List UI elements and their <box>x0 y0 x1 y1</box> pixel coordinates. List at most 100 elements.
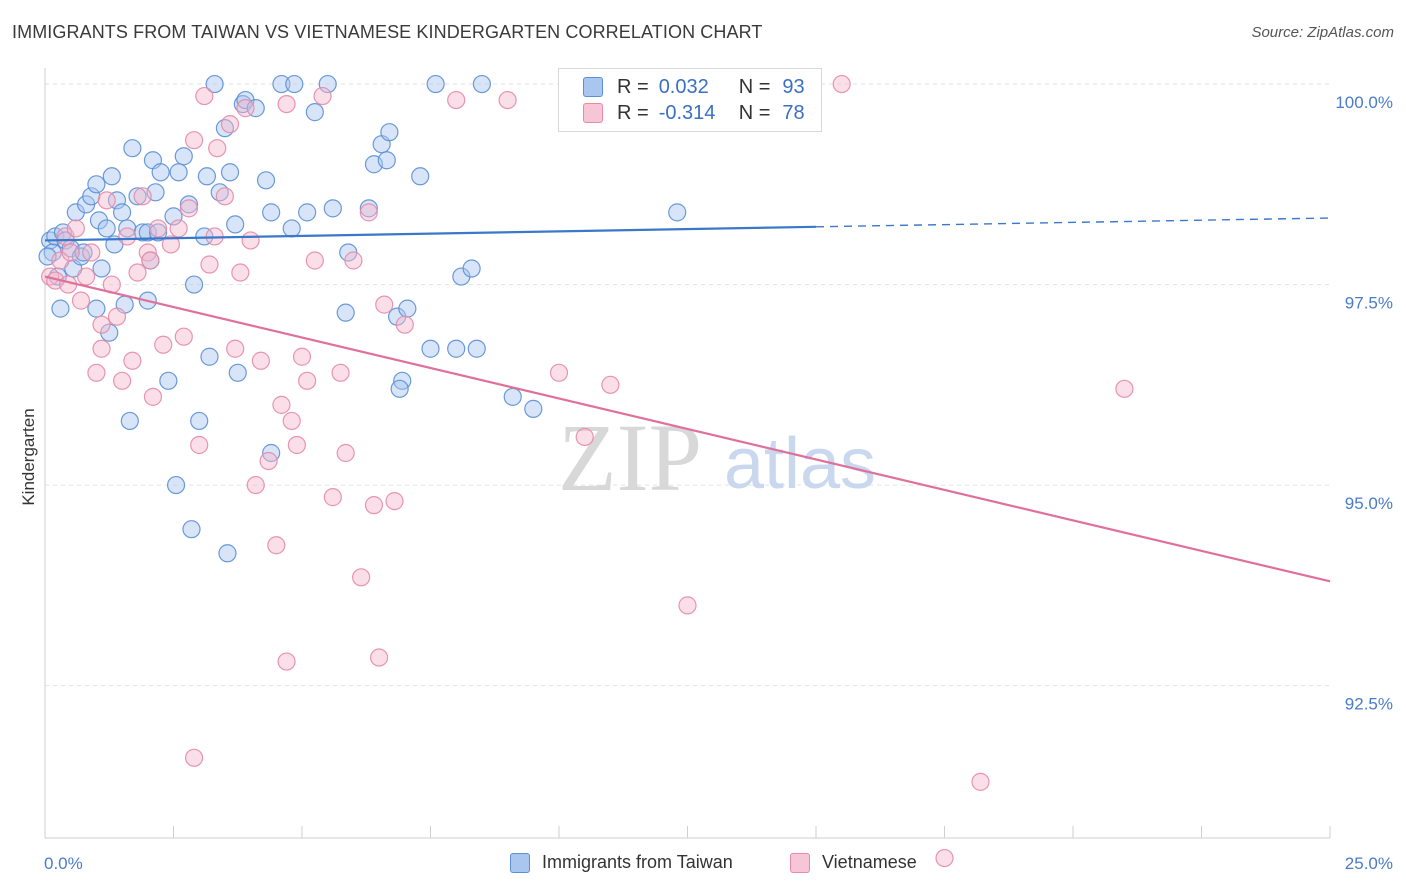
swatch-taiwan <box>583 77 603 97</box>
vietnamese-point <box>385 492 404 511</box>
vietnamese-point <box>498 90 517 110</box>
y-tick-label: 92.5% <box>1345 695 1393 714</box>
vietnamese-point <box>184 748 204 767</box>
vietnamese-point <box>161 235 181 254</box>
n-value: 93 <box>782 75 805 98</box>
x-tick-label: 0.0% <box>44 854 83 873</box>
vietnamese-point <box>174 327 193 346</box>
taiwan-point <box>87 299 106 318</box>
taiwan-point <box>272 74 291 94</box>
vietnamese-point <box>549 363 569 382</box>
taiwan-point <box>92 259 111 278</box>
taiwan-point <box>262 203 281 222</box>
taiwan-point <box>120 411 139 431</box>
legend-swatch-vietnamese <box>790 852 810 873</box>
taiwan-point <box>226 215 245 234</box>
watermark: ZIP atlas <box>558 404 876 511</box>
vietnamese-point <box>92 339 111 358</box>
vietnamese-point <box>282 411 301 431</box>
vietnamese-point <box>935 848 954 868</box>
vietnamese-point <box>287 435 306 455</box>
vietnamese-point <box>77 267 96 286</box>
vietnamese-point <box>200 255 219 274</box>
x-tick-label: 25.0% <box>1345 854 1393 873</box>
taiwan-point <box>220 163 240 182</box>
taiwan-point <box>164 207 183 226</box>
y-tick-label: 95.0% <box>1345 494 1393 513</box>
vietnamese-point <box>375 295 394 314</box>
vietnamese-point <box>241 231 260 250</box>
vietnamese-point <box>305 251 324 270</box>
vietnamese-point <box>1115 379 1134 398</box>
n-label: N = <box>738 75 771 98</box>
taiwan-point <box>102 167 121 186</box>
taiwan-point <box>87 175 106 194</box>
trend-lines <box>44 217 1331 583</box>
taiwan-point <box>148 223 168 242</box>
vietnamese-point <box>66 219 85 238</box>
vietnamese-point <box>246 475 265 495</box>
chart-title: IMMIGRANTS FROM TAIWAN VS VIETNAMESE KIN… <box>12 22 763 42</box>
trend-line-vietnamese <box>44 275 1331 583</box>
vietnamese-point <box>97 191 116 210</box>
watermark-atlas: atlas <box>724 424 876 504</box>
vietnamese-point <box>154 335 173 354</box>
vietnamese-point <box>364 496 384 515</box>
vietnamese-point <box>87 363 106 382</box>
vietnamese-point <box>82 243 101 262</box>
taiwan-point <box>174 147 193 166</box>
taiwan-point <box>318 74 337 94</box>
taiwan-point <box>51 299 70 318</box>
vietnamese-point <box>190 435 209 455</box>
r-value: 0.032 <box>658 75 709 98</box>
taiwan-point <box>112 203 132 222</box>
vietnamese-point <box>344 251 363 270</box>
series-vietnamese-points <box>41 74 1134 868</box>
taiwan-point <box>200 347 219 366</box>
vietnamese-point <box>143 387 163 406</box>
vietnamese-point <box>184 131 204 150</box>
vietnamese-point <box>148 219 168 238</box>
taiwan-point <box>97 219 116 238</box>
taiwan-point <box>467 339 486 358</box>
vietnamese-point <box>298 371 317 390</box>
taiwan-point <box>426 74 445 94</box>
vietnamese-point <box>123 351 142 370</box>
vietnamese-point <box>395 315 414 334</box>
vietnamese-point <box>277 94 296 114</box>
vietnamese-point <box>601 375 620 394</box>
vietnamese-point <box>352 568 371 587</box>
taiwan-point <box>305 103 324 122</box>
taiwan-point <box>197 167 217 186</box>
vietnamese-point <box>331 363 350 382</box>
watermark-zip: ZIP <box>558 404 702 511</box>
vietnamese-point <box>220 115 240 134</box>
taiwan-point <box>107 191 127 210</box>
series-taiwan-points <box>38 74 687 563</box>
vietnamese-point <box>112 371 132 390</box>
taiwan-point <box>398 299 417 318</box>
vietnamese-point <box>61 243 80 262</box>
stats-legend: R = 0.032 N = 93 R = -0.314 N = 78 <box>558 68 822 132</box>
taiwan-point <box>218 544 237 563</box>
y-tick-label: 100.0% <box>1335 93 1393 112</box>
taiwan-point <box>184 275 204 294</box>
vietnamese-point <box>128 263 147 282</box>
vietnamese-point <box>272 395 291 414</box>
vietnamese-point <box>195 86 214 106</box>
legend-item-taiwan[interactable]: Immigrants from Taiwan <box>510 852 733 873</box>
taiwan-point <box>246 99 265 118</box>
y-tick-label: 97.5% <box>1345 294 1393 313</box>
taiwan-point <box>377 151 396 170</box>
taiwan-point <box>503 387 522 406</box>
vietnamese-point <box>141 251 160 270</box>
legend-item-vietnamese[interactable]: Vietnamese <box>790 852 917 873</box>
vietnamese-point <box>118 227 137 246</box>
vietnamese-point <box>832 74 851 94</box>
taiwan-point <box>285 74 304 94</box>
vietnamese-point <box>313 86 332 106</box>
vietnamese-point <box>133 187 152 206</box>
vietnamese-point <box>208 139 227 158</box>
legend-swatch-taiwan <box>510 852 530 873</box>
